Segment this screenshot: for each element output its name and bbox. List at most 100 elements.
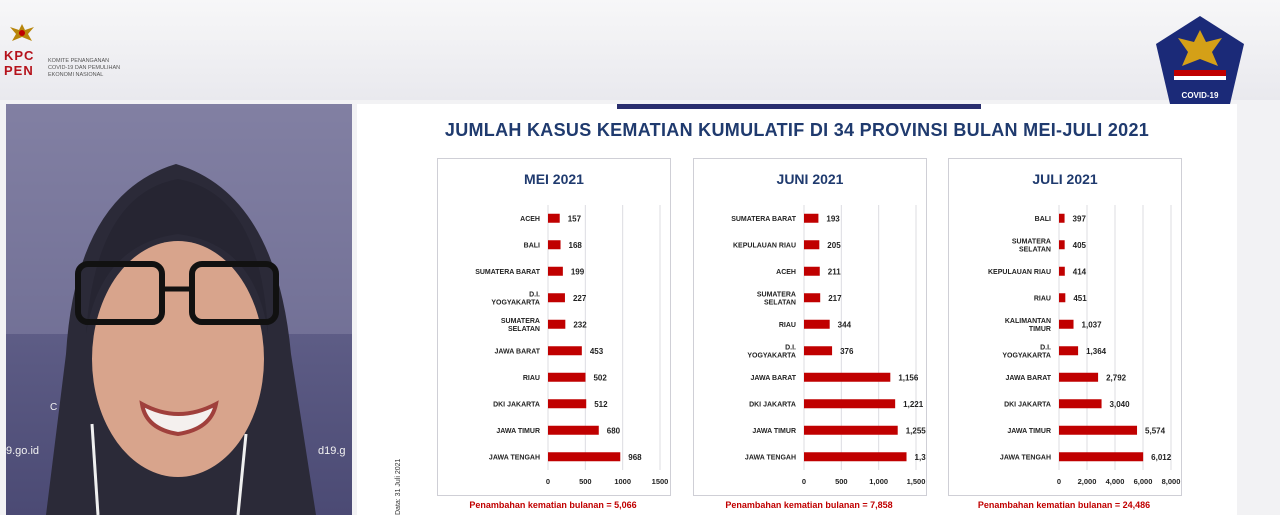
data-label-jawa-barat: 453 — [590, 347, 604, 356]
bar-jawa-tengah — [804, 452, 907, 462]
bar-chart-juli: 0 2,000 4,000 6,000 8,000 BALI 397 SUMATERA SELA… — [988, 205, 1180, 486]
garuda-emblem-icon — [10, 24, 34, 41]
video-left-url-fragment: 9.go.id — [6, 445, 39, 457]
category-label-dki-jakarta: DKI JAKARTA — [1004, 401, 1051, 408]
data-label-sumatera-barat: 199 — [571, 267, 585, 276]
data-label-riau: 451 — [1073, 294, 1087, 303]
bar-jawa-tengah — [548, 452, 621, 462]
data-label-aceh: 157 — [568, 214, 582, 223]
kpc-letters: KPC PEN — [4, 48, 44, 78]
bar-riau — [1059, 293, 1066, 303]
bar-bali — [548, 240, 561, 250]
kpc-letters-line-2: PEN — [4, 63, 34, 78]
x-tick-label-500: 500 — [579, 477, 592, 486]
category-label-sumatera-selatan: SUMATERA SELATAN — [1012, 238, 1051, 253]
bar-aceh — [804, 266, 820, 276]
video-left-fragment: C — [50, 402, 57, 413]
category-label-riau: RIAU — [1034, 295, 1051, 302]
category-label-jawa-barat: JAWA BARAT — [495, 348, 541, 355]
bar-dki-jakarta — [804, 399, 896, 409]
data-label-d-i-yogyakarta: 376 — [840, 347, 854, 356]
x-tick-label-6000: 6,000 — [1134, 477, 1153, 486]
data-label-dki-jakarta: 1,221 — [903, 400, 924, 409]
x-tick-label-1500: 1500 — [652, 477, 669, 486]
video-right-url-fragment: d19.g — [318, 445, 346, 457]
category-label-dki-jakarta: DKI JAKARTA — [493, 401, 540, 408]
data-label-sumatera-selatan: 405 — [1073, 241, 1087, 250]
data-label-jawa-tengah: 6,012 — [1151, 453, 1172, 462]
category-label-sumatera-barat: SUMATERA BARAT — [731, 216, 797, 223]
bar-jawa-timur — [804, 425, 898, 435]
category-label-kalimantan-timur: KALIMANTAN TIMUR — [1005, 318, 1051, 333]
category-label-jawa-barat: JAWA BARAT — [751, 375, 797, 382]
bar-d-i-yogyakarta — [1059, 346, 1079, 356]
data-label-jawa-timur: 1,255 — [906, 426, 926, 435]
bar-jawa-barat — [804, 372, 891, 382]
x-tick-label-0: 0 — [546, 477, 550, 486]
chart-panel-juni: JUNI 2021 0 500 1,000 1,500 SUMATERA BARAT 19… — [693, 158, 927, 496]
kpc-org-name-line-3: EKONOMI NASIONAL — [48, 72, 104, 78]
bar-sumatera-barat — [548, 266, 563, 276]
bar-kepulauan-riau — [1059, 266, 1065, 276]
chart-title-juli: JULI 2021 — [1032, 171, 1098, 187]
data-label-kepulauan-riau: 205 — [827, 241, 841, 250]
category-label-jawa-tengah: JAWA TENGAH — [1000, 454, 1051, 461]
footnote-mei: Penambahan kematian bulanan = 5,066 — [469, 500, 637, 510]
x-tick-label-1500: 1,500 — [907, 477, 926, 486]
kpcpen-logo: KPC PEN KOMITE PENANGANAN COVID-19 DAN P… — [4, 22, 154, 100]
category-label-d-i-yogyakarta: D.I. YOGYAKARTA — [491, 291, 540, 306]
bar-jawa-barat — [1059, 372, 1099, 382]
data-label-dki-jakarta: 3,040 — [1110, 400, 1131, 409]
data-label-bali: 397 — [1073, 214, 1087, 223]
data-label-sumatera-barat: 193 — [826, 214, 840, 223]
category-label-bali: BALI — [1035, 216, 1051, 223]
bar-aceh — [548, 213, 560, 223]
bar-dki-jakarta — [548, 399, 587, 409]
category-label-riau: RIAU — [523, 375, 540, 382]
bar-jawa-timur — [548, 425, 599, 435]
data-label-d-i-yogyakarta: 1,364 — [1086, 347, 1107, 356]
data-label-jawa-barat: 1,156 — [898, 373, 919, 382]
bar-jawa-barat — [548, 346, 582, 356]
chart-panel-mei: MEI 2021 0 500 1000 1500 ACEH 157 BALI 168 SUMAT… — [437, 158, 671, 496]
data-label-sumatera-selatan: 232 — [573, 320, 587, 329]
category-label-jawa-timur: JAWA TIMUR — [1007, 428, 1051, 435]
side-note: Data: 31 Juli 2021 — [392, 404, 406, 515]
bar-sumatera-selatan — [1059, 240, 1065, 250]
bar-d-i-yogyakarta — [548, 293, 565, 303]
bar-kalimantan-timur — [1059, 319, 1074, 329]
kpc-org-name-line-1: KOMITE PENANGANAN — [48, 58, 110, 64]
bar-d-i-yogyakarta — [804, 346, 833, 356]
category-label-dki-jakarta: DKI JAKARTA — [749, 401, 796, 408]
x-tick-label-4000: 4,000 — [1106, 477, 1125, 486]
data-label-jawa-timur: 680 — [607, 426, 621, 435]
chart-title-juni: JUNI 2021 — [776, 171, 844, 187]
data-label-jawa-barat: 2,792 — [1106, 373, 1127, 382]
data-label-dki-jakarta: 512 — [594, 400, 608, 409]
x-tick-label-1000: 1000 — [614, 477, 631, 486]
side-note-text: Data: 31 Juli 2021 — [395, 458, 402, 515]
bar-riau — [548, 372, 586, 382]
satgas-logo-text: COVID-19 — [1182, 91, 1219, 100]
bar-dki-jakarta — [1059, 399, 1102, 409]
footnote-juni: Penambahan kematian bulanan = 7,858 — [725, 500, 893, 510]
bar-sumatera-selatan — [804, 293, 821, 303]
data-label-aceh: 211 — [828, 267, 841, 276]
data-label-sumatera-selatan: 217 — [828, 294, 842, 303]
slide-top-strip — [617, 104, 981, 109]
data-label-kalimantan-timur: 1,037 — [1082, 320, 1103, 329]
data-label-d-i-yogyakarta: 227 — [573, 294, 587, 303]
category-label-bali: BALI — [524, 242, 540, 249]
satgas-covid19-shield-icon: COVID-19 — [1156, 16, 1244, 104]
category-label-sumatera-selatan: SUMATERA SELATAN — [757, 291, 796, 306]
data-label-kepulauan-riau: 414 — [1073, 267, 1087, 276]
presentation-slide: JUMLAH KASUS KEMATIAN KUMULATIF DI 34 PR… — [357, 104, 1237, 515]
category-label-sumatera-selatan: SUMATERA SELATAN — [501, 318, 540, 333]
header-bar — [0, 0, 1280, 100]
data-label-jawa-tengah: 968 — [628, 453, 642, 462]
x-tick-label-0: 0 — [1057, 477, 1061, 486]
data-label-riau: 344 — [838, 320, 852, 329]
category-label-jawa-timur: JAWA TIMUR — [496, 428, 540, 435]
bar-jawa-timur — [1059, 425, 1138, 435]
bar-sumatera-barat — [804, 213, 819, 223]
